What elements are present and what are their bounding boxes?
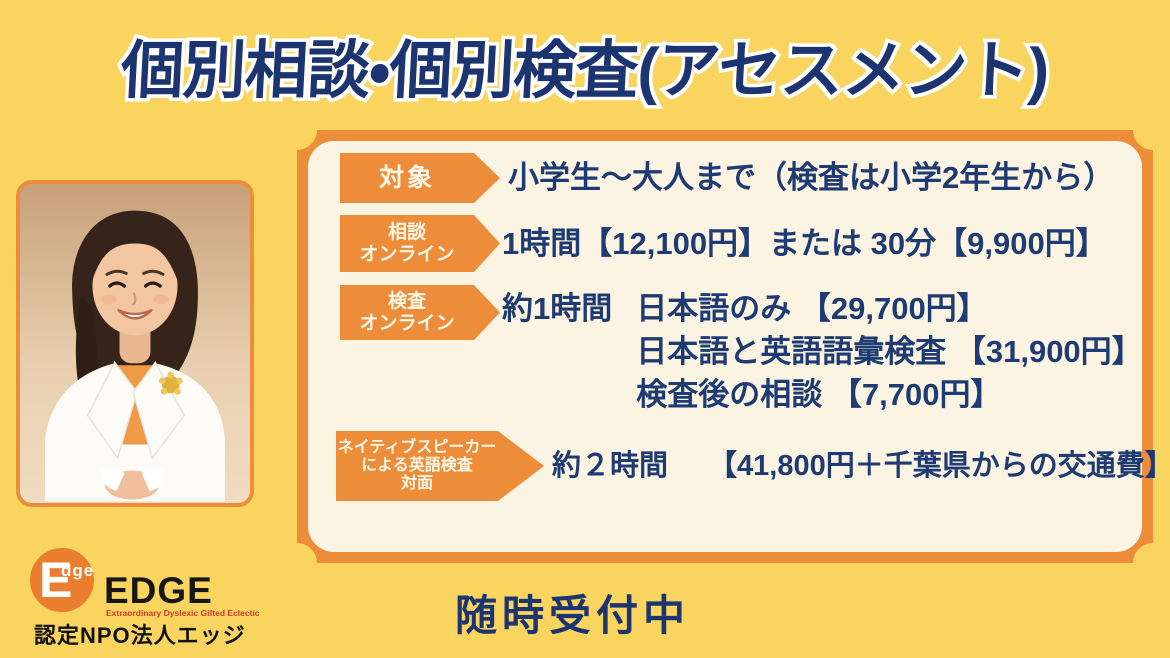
row-label-text: ネイティブスピーカー <box>337 439 497 457</box>
row-text-duration: 約1時間 <box>502 291 613 326</box>
row-label-text: オンライン <box>359 312 455 334</box>
row-text-test-online: 約1時間 日本語のみ 【29,700円】 日本語と英語語彙検査 【31,900円… <box>502 287 1143 416</box>
row-text-native-speaker: 約２時間 【41,800円＋千葉県からの交通費】 <box>552 431 1170 501</box>
row-text-consult-online: 1時間【12,100円】または 30分【9,900円】 <box>502 226 1107 261</box>
edge-logo-mark-icon: E dge <box>30 548 94 612</box>
corner-notch-top-right <box>1133 110 1170 150</box>
row-text-duration: 約２時間 <box>552 450 669 482</box>
row-label-text: 対面 <box>400 474 433 492</box>
brooch-icon <box>158 371 183 395</box>
counselor-photo-frame <box>16 180 254 507</box>
logo-tagline: Extraordinary Dyslexic Gifted Eclectic <box>106 608 260 618</box>
row-label-text: 対象 <box>378 164 435 192</box>
row-label-text: オンライン <box>359 243 455 265</box>
row-label-text: 検査 <box>387 291 426 313</box>
row-label-arrow-consult-online: 相談 オンライン <box>340 215 500 272</box>
price-line: 日本語のみ 【29,700円】 <box>636 291 988 326</box>
edge-logo: E dge EDGE Extraordinary Dyslexic Gifted… <box>30 546 260 650</box>
row-text-price-list: 日本語のみ 【29,700円】 日本語と英語語彙検査 【31,900円】 検査後… <box>636 287 1142 416</box>
price-line: 日本語と英語語彙検査 【31,900円】 <box>636 334 1143 369</box>
row-label-text: による英語検査 <box>361 457 473 475</box>
logo-letter-e: E <box>39 552 73 608</box>
corner-notch-top-left <box>277 110 317 150</box>
logo-name: EDGE <box>104 570 213 611</box>
counselor-portrait-image <box>20 185 250 502</box>
row-label-arrow-test-online: 検査 オンライン <box>340 285 500 340</box>
price-line: 検査後の相談 【7,700円】 <box>636 377 1002 412</box>
row-label-arrow-native-speaker: ネイティブスピーカー による英語検査 対面 <box>336 431 544 501</box>
corner-notch-bottom-left <box>277 543 317 583</box>
row-text-target: 小学生～大人まで（検査は小学2年生から） <box>508 160 1115 195</box>
row-label-arrow-target: 対象 <box>340 153 500 203</box>
logo-letters-dge: dge <box>61 561 95 580</box>
row-label-text: 相談 <box>387 222 426 244</box>
corner-notch-bottom-right <box>1133 543 1170 583</box>
row-text-price: 【41,800円＋千葉県からの交通費】 <box>708 450 1170 482</box>
logo-organization-name: 認定NPO法人エッジ <box>34 623 246 648</box>
page-title: 個別相談・個別検査(アセスメント) <box>116 33 1054 110</box>
accepting-anytime-note: 随時受付中 <box>455 592 691 639</box>
